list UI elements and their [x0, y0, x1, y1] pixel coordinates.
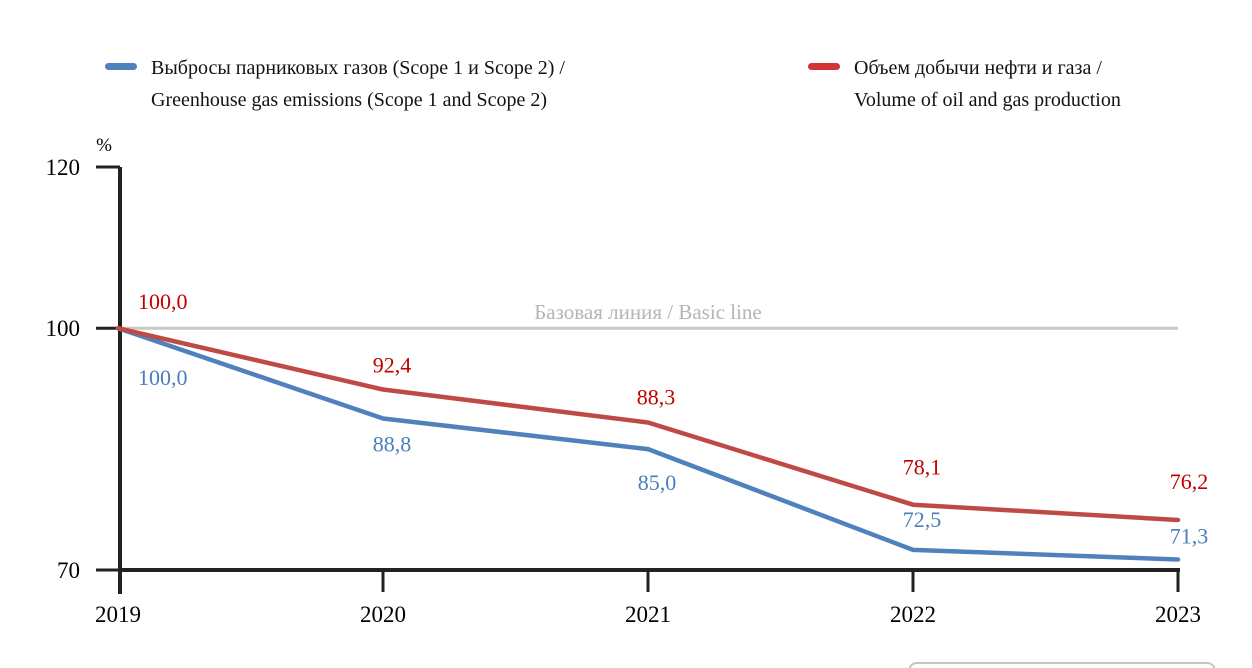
emissions-data-label: 85,0 [638, 470, 677, 495]
production-data-label: 76,2 [1170, 469, 1209, 494]
production-data-label: 88,3 [637, 385, 676, 410]
x-tick-label: 2019 [95, 602, 141, 627]
emissions-legend-line2: Greenhouse gas emissions (Scope 1 and Sc… [151, 89, 548, 111]
legend-item-production: Объем добычи нефти и газа / Volume of oi… [808, 52, 1121, 116]
baseline-label: Базовая линия / Basic line [534, 300, 762, 324]
emissions-legend-dash-icon [105, 63, 137, 70]
production-data-label: 78,1 [903, 455, 942, 480]
production-data-label: 100,0 [138, 289, 188, 314]
production-legend-dash-icon [808, 63, 840, 70]
x-tick-label: 2022 [890, 602, 936, 627]
production-line [115, 325, 1181, 523]
emissions-legend-line1: Выбросы парниковых газов (Scope 1 и Scop… [151, 57, 565, 79]
emissions-line [115, 325, 1181, 562]
emissions-legend-label: Выбросы парниковых газов (Scope 1 и Scop… [151, 52, 565, 116]
x-tick-label: 2021 [625, 602, 671, 627]
y-tick-label: 100 [46, 316, 81, 341]
emissions-data-label: 88,8 [373, 431, 412, 456]
y-tick-label: 120 [46, 155, 81, 180]
emissions-data-label: 71,3 [1170, 524, 1209, 549]
production-legend-line2: Volume of oil and gas production [854, 89, 1121, 111]
x-tick-label: 2020 [360, 602, 406, 627]
production-legend-label: Объем добычи нефти и газа / Volume of oi… [854, 52, 1121, 116]
x-tick-label: 2023 [1155, 602, 1201, 627]
y-tick-label: 70 [57, 558, 80, 583]
partial-bottom-panel [908, 662, 1216, 668]
emissions-data-label: 100,0 [138, 365, 188, 390]
emissions-data-label: 72,5 [903, 507, 942, 532]
production-legend-line1: Объем добычи нефти и газа / [854, 57, 1102, 79]
y-axis-unit-label: % [96, 135, 112, 156]
legend-item-emissions: Выбросы парниковых газов (Scope 1 и Scop… [105, 52, 565, 116]
production-data-label: 92,4 [373, 352, 412, 377]
